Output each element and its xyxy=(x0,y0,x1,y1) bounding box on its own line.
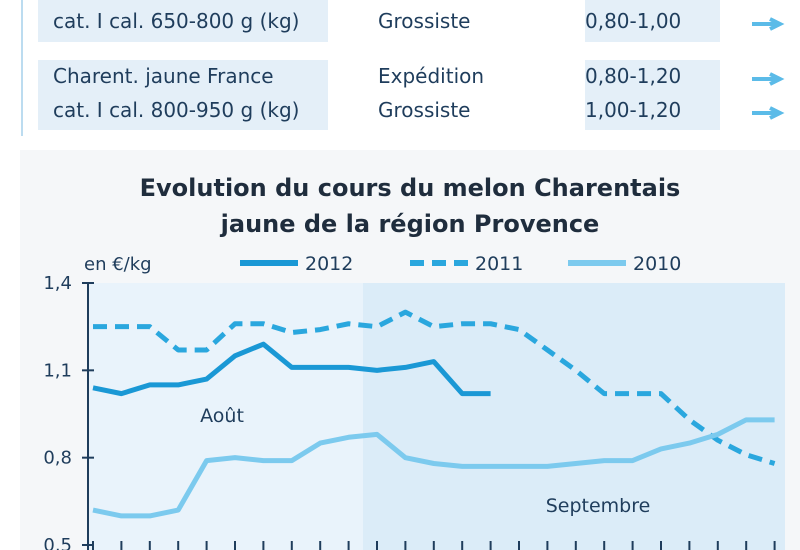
y-tick-label: 0,8 xyxy=(43,448,72,469)
table-cell: cat. I cal. 800-950 g (kg) xyxy=(53,98,300,122)
price-band xyxy=(585,0,720,42)
legend-label: 2011 xyxy=(475,253,523,275)
annotation: Août xyxy=(200,405,244,427)
y-axis-label: en €/kg xyxy=(84,254,152,275)
chart-title: Evolution du cours du melon Charentais xyxy=(140,174,681,202)
chart-title: jaune de la région Provence xyxy=(220,210,600,238)
table-border xyxy=(21,0,23,136)
series-line xyxy=(92,341,491,397)
price-table: cat. I cal. 650-800 g (kg) Grossiste 0,80-… xyxy=(0,0,800,140)
annotation: Septembre xyxy=(546,495,651,517)
y-tick-label: 1,1 xyxy=(43,360,72,381)
series-line xyxy=(93,309,776,466)
legend-label: 2012 xyxy=(305,253,353,275)
series-line xyxy=(92,417,775,519)
row-band xyxy=(38,0,328,42)
table-cell: Grossiste xyxy=(378,98,471,122)
trend-arrow xyxy=(752,17,785,31)
y-tick-label: 0,5 xyxy=(43,535,72,550)
trend-arrow xyxy=(752,72,785,86)
table-cell: Expédition xyxy=(378,64,485,88)
legend-label: 2010 xyxy=(633,253,681,275)
price-band xyxy=(585,60,720,130)
table-cell: Charent. jaune France xyxy=(53,64,274,88)
plot-area-september xyxy=(363,283,785,550)
table-cell: cat. I cal. 650-800 g (kg) xyxy=(53,9,300,33)
table-cell: 0,80-1,20 xyxy=(585,64,682,88)
trend-arrow xyxy=(752,106,785,120)
table-cell: 0,80-1,00 xyxy=(585,9,682,33)
table-cell: 1,00-1,20 xyxy=(585,98,682,122)
table-cell: Grossiste xyxy=(378,9,471,33)
y-tick-label: 1,4 xyxy=(43,273,72,294)
row-band xyxy=(38,60,328,130)
